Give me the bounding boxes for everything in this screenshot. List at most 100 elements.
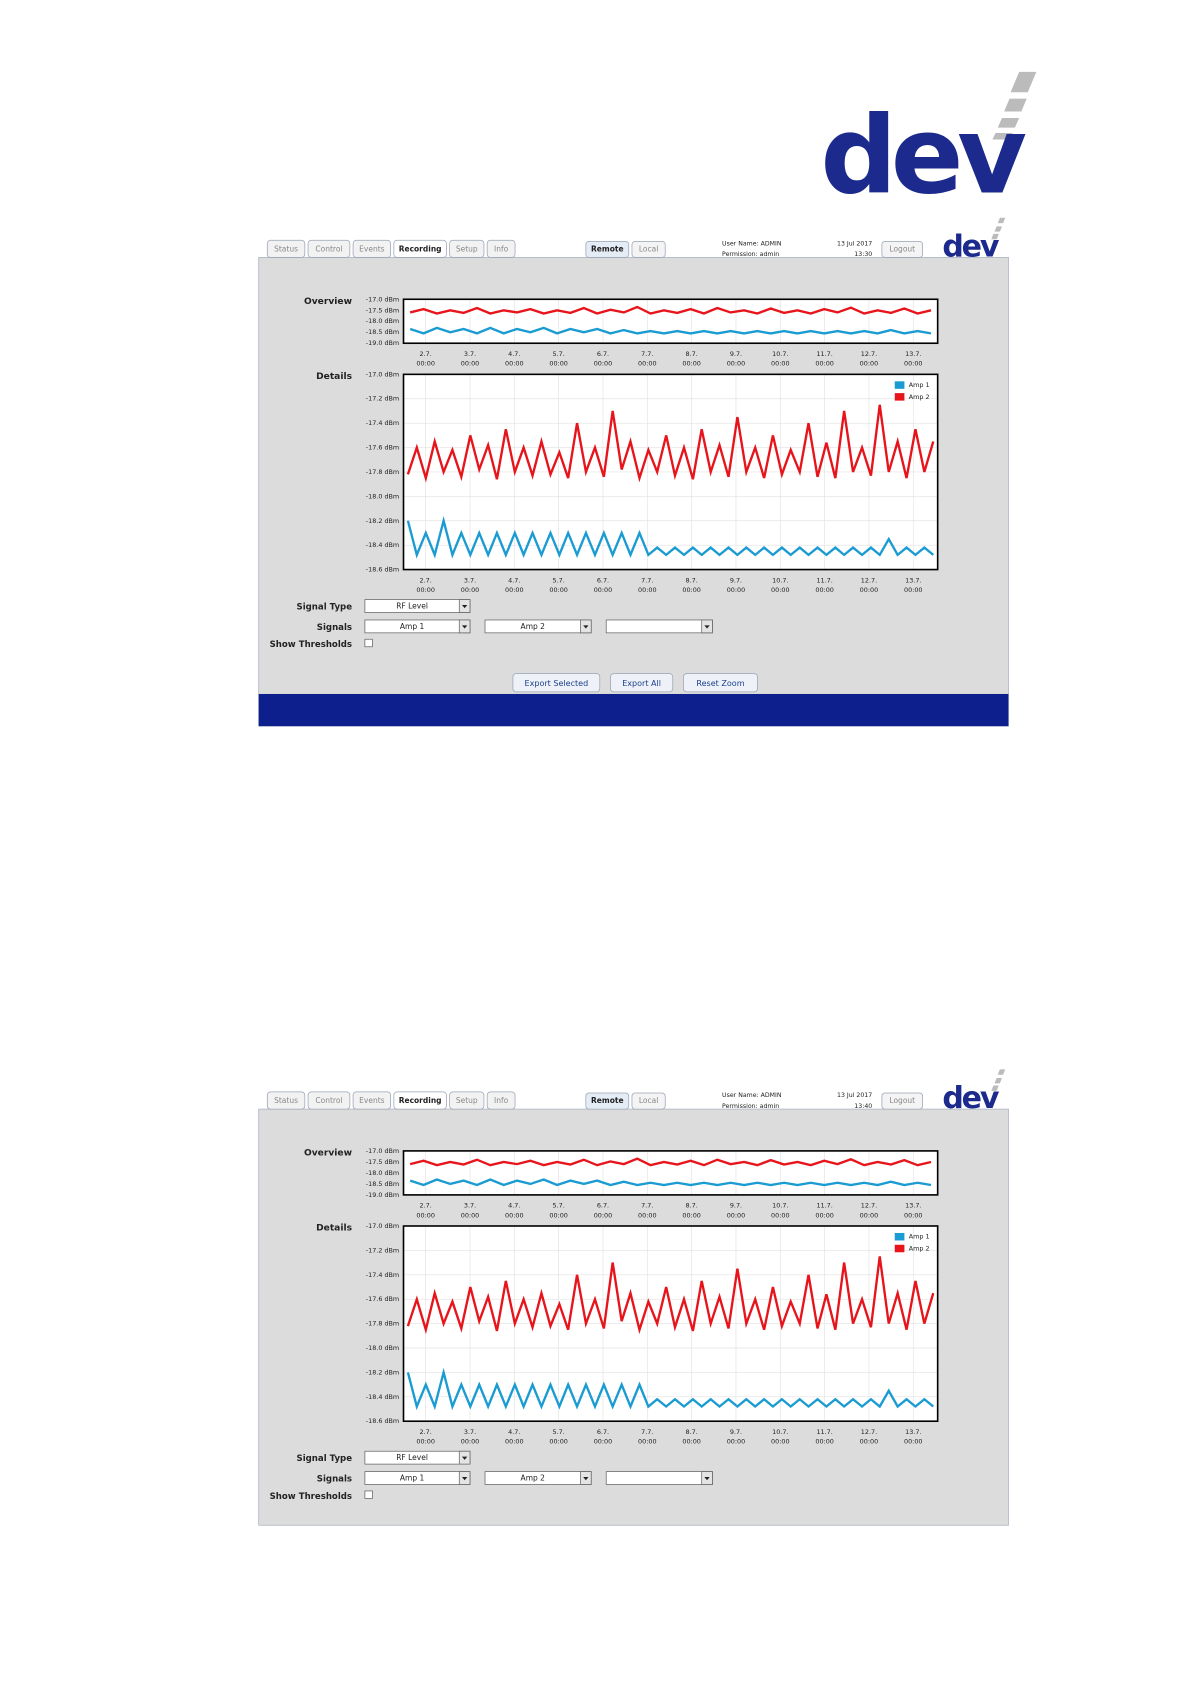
select-value[interactable]: Amp 2	[521, 1474, 546, 1483]
series-line	[409, 305, 932, 315]
series-line	[406, 1256, 935, 1335]
checkbox[interactable]	[364, 1490, 373, 1499]
select-value[interactable]: RF Level	[396, 1453, 428, 1462]
x-tick-label: 3.7.	[464, 1202, 476, 1210]
plot-frame	[402, 1225, 939, 1423]
action-button[interactable]	[683, 673, 758, 693]
tab[interactable]	[307, 239, 351, 258]
logout-label[interactable]: Logout	[889, 244, 915, 253]
tab-label[interactable]: Setup	[456, 244, 478, 253]
select-arrow	[704, 625, 710, 629]
x-tick-label: 8.7.	[686, 1202, 698, 1210]
thresholds-label: Show Thresholds	[270, 640, 352, 650]
select[interactable]	[605, 619, 713, 634]
tab[interactable]	[486, 1091, 516, 1110]
tab-label[interactable]: Info	[494, 244, 509, 253]
x-tick-time: 00:00	[416, 1211, 435, 1219]
logout-label[interactable]: Logout	[889, 1096, 915, 1105]
mode-label[interactable]: Remote	[591, 1096, 624, 1105]
select-value[interactable]: RF Level	[396, 602, 428, 611]
tab-label[interactable]: Recording	[399, 1096, 442, 1105]
checkbox[interactable]	[364, 638, 373, 648]
select-value[interactable]: Amp 1	[400, 1474, 425, 1483]
x-tick-time: 00:00	[416, 1438, 435, 1446]
mode-button[interactable]	[631, 1092, 666, 1110]
y-tick-label: -17.8 dBm	[366, 1320, 399, 1328]
action-label[interactable]: Reset Zoom	[696, 679, 744, 688]
y-tick-label: -18.6 dBm	[366, 1417, 399, 1425]
x-tick-label: 5.7.	[553, 1202, 565, 1210]
screenshot: Status Control Events Recording Setup Info Rem…	[258, 217, 1009, 727]
logout-button[interactable]	[881, 1092, 924, 1110]
x-tick-time: 00:00	[505, 360, 524, 368]
mode-button[interactable]	[585, 1092, 630, 1110]
select-value[interactable]: Amp 2	[521, 622, 546, 631]
x-tick-time: 00:00	[682, 586, 701, 594]
x-tick-label: 5.7.	[553, 1428, 565, 1436]
mode-button[interactable]	[585, 240, 630, 258]
brand-logo: dev	[820, 71, 1037, 218]
footer-bar	[258, 693, 1009, 727]
x-tick-time: 00:00	[727, 1438, 746, 1446]
x-tick-label: 2.7.	[420, 1202, 432, 1210]
action-button[interactable]	[512, 673, 601, 693]
y-tick-label: -18.5 dBm	[366, 1180, 399, 1188]
tab-label[interactable]: Info	[494, 1096, 509, 1105]
mode-label[interactable]: Local	[639, 1096, 658, 1105]
tab[interactable]	[352, 1091, 392, 1110]
x-tick-label: 6.7.	[597, 1202, 609, 1210]
x-tick-time: 00:00	[904, 586, 923, 594]
logout-button[interactable]	[881, 240, 924, 258]
select-value[interactable]: Amp 1	[400, 622, 425, 631]
tab[interactable]	[393, 239, 447, 258]
tab[interactable]	[266, 1091, 306, 1110]
legend-label: Amp 2	[909, 393, 930, 401]
tab-label[interactable]: Control	[315, 244, 342, 253]
x-tick-time: 00:00	[638, 360, 657, 368]
mode-label[interactable]: Remote	[591, 244, 624, 253]
tab-label[interactable]: Status	[274, 244, 298, 253]
x-tick-time: 00:00	[682, 360, 701, 368]
tab-label[interactable]: Setup	[456, 1096, 478, 1105]
x-tick-time: 00:00	[505, 1211, 524, 1219]
tab-label[interactable]: Events	[359, 244, 384, 253]
x-tick-time: 00:00	[682, 1438, 701, 1446]
tab[interactable]	[266, 239, 306, 258]
x-tick-label: 9.7.	[730, 576, 742, 584]
logo-stripe	[997, 1069, 1006, 1075]
x-tick-label: 9.7.	[730, 1428, 742, 1436]
select-arrow	[583, 1476, 589, 1481]
x-tick-time: 00:00	[461, 586, 480, 594]
tab[interactable]	[307, 1091, 351, 1110]
y-tick-label: -19.0 dBm	[366, 339, 399, 347]
tab-label[interactable]: Events	[359, 1096, 384, 1105]
tab-label[interactable]: Control	[315, 1096, 342, 1105]
tab[interactable]	[352, 239, 392, 258]
tab[interactable]	[486, 239, 516, 258]
x-tick-time: 00:00	[771, 586, 790, 594]
x-tick-time: 00:00	[815, 586, 834, 594]
x-tick-label: 8.7.	[686, 350, 698, 358]
select[interactable]	[605, 1471, 713, 1485]
x-tick-time: 00:00	[904, 360, 923, 368]
x-tick-time: 00:00	[638, 1211, 657, 1219]
tab[interactable]	[449, 1091, 485, 1110]
select-arrow	[461, 1456, 468, 1460]
mode-label[interactable]: Local	[639, 244, 658, 253]
y-tick-label: -17.2 dBm	[366, 395, 399, 403]
action-label[interactable]: Export All	[622, 679, 661, 688]
select-arrow	[583, 625, 589, 629]
tab[interactable]	[393, 1091, 447, 1110]
logo-stripe	[997, 217, 1006, 224]
select-arrow	[704, 1476, 710, 1481]
x-tick-time: 00:00	[416, 586, 435, 594]
action-label[interactable]: Export Selected	[525, 679, 589, 688]
tab[interactable]	[449, 239, 485, 258]
tab-label[interactable]: Status	[274, 1096, 298, 1105]
mode-button[interactable]	[631, 240, 666, 258]
x-tick-label: 12.7.	[861, 1428, 877, 1436]
action-button[interactable]	[610, 673, 674, 693]
tab-label[interactable]: Recording	[399, 244, 442, 253]
x-tick-label: 7.7.	[641, 576, 653, 584]
